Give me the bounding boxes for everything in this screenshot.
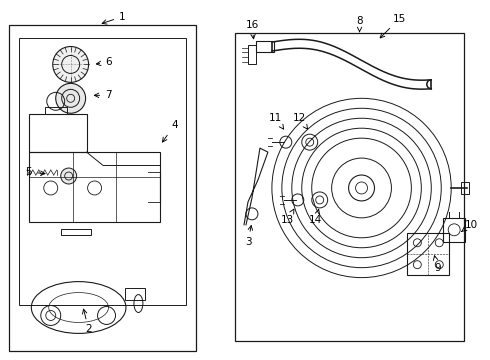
Text: 3: 3 bbox=[245, 226, 252, 247]
Bar bbox=[235, 32, 464, 341]
Text: 15: 15 bbox=[380, 14, 406, 38]
Text: 13: 13 bbox=[281, 209, 294, 225]
Bar bbox=[29, 114, 87, 152]
Bar bbox=[256, 41, 274, 53]
Bar bbox=[29, 152, 160, 222]
Text: 7: 7 bbox=[95, 90, 112, 100]
Text: 1: 1 bbox=[102, 12, 126, 24]
Bar bbox=[9, 24, 196, 351]
Bar bbox=[61, 229, 91, 235]
Bar bbox=[45, 107, 67, 114]
Text: 9: 9 bbox=[433, 256, 441, 273]
Text: 11: 11 bbox=[270, 113, 284, 129]
Bar bbox=[443, 218, 465, 242]
Text: 16: 16 bbox=[245, 19, 259, 39]
Bar bbox=[461, 182, 469, 194]
Circle shape bbox=[61, 168, 76, 184]
Circle shape bbox=[56, 84, 86, 113]
Text: 2: 2 bbox=[82, 309, 92, 334]
Text: 10: 10 bbox=[462, 220, 478, 231]
Text: 5: 5 bbox=[25, 167, 45, 177]
Bar bbox=[19, 37, 186, 305]
Text: 12: 12 bbox=[293, 113, 308, 129]
Bar bbox=[125, 288, 146, 300]
Bar bbox=[248, 45, 256, 64]
Text: 8: 8 bbox=[356, 15, 363, 32]
Bar bbox=[407, 233, 449, 275]
Text: 4: 4 bbox=[163, 120, 177, 142]
Text: 14: 14 bbox=[309, 209, 322, 225]
Text: 6: 6 bbox=[97, 58, 112, 67]
Circle shape bbox=[53, 46, 89, 82]
